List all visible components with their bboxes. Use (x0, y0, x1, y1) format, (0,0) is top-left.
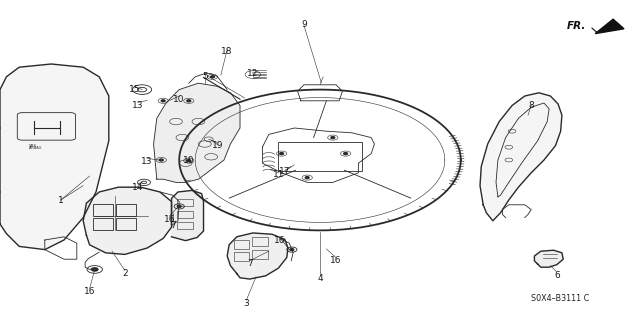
Circle shape (187, 160, 191, 162)
Bar (93, 204, 113, 216)
Polygon shape (227, 233, 288, 279)
Text: 1: 1 (58, 196, 63, 204)
Text: S0X4–B3111 C: S0X4–B3111 C (531, 294, 589, 303)
Circle shape (211, 76, 214, 78)
Circle shape (161, 100, 165, 102)
Bar (177, 199, 193, 206)
Text: 16: 16 (274, 236, 285, 245)
Bar (177, 211, 193, 218)
Text: 2: 2 (122, 269, 127, 278)
Circle shape (331, 137, 335, 139)
Text: 7: 7 (247, 260, 252, 268)
Circle shape (159, 159, 163, 161)
Text: 5: 5 (202, 72, 207, 81)
Polygon shape (534, 250, 563, 267)
Text: 16: 16 (330, 256, 342, 265)
Bar (252, 237, 268, 246)
Circle shape (187, 100, 191, 102)
Text: AIRBAG: AIRBAG (29, 146, 42, 150)
Text: 16: 16 (84, 287, 95, 296)
Polygon shape (595, 19, 624, 34)
Text: SRS: SRS (29, 144, 37, 148)
Text: 14: 14 (132, 183, 143, 192)
Text: FR.: FR. (566, 21, 586, 31)
Circle shape (280, 153, 284, 155)
Text: 12: 12 (247, 69, 259, 78)
Circle shape (305, 177, 309, 179)
Bar (116, 204, 136, 216)
Bar (93, 218, 113, 230)
Text: 17: 17 (279, 167, 291, 176)
Text: 7: 7 (170, 221, 175, 230)
Text: 4: 4 (317, 274, 323, 283)
Text: 18: 18 (221, 47, 233, 56)
Circle shape (177, 205, 181, 207)
Text: 10: 10 (183, 156, 195, 164)
Text: 15: 15 (129, 85, 140, 94)
Bar (234, 252, 249, 261)
Bar (177, 222, 193, 229)
Polygon shape (0, 64, 109, 250)
Text: 9: 9 (301, 20, 307, 28)
Circle shape (290, 249, 294, 251)
Polygon shape (172, 190, 204, 241)
Text: 13: 13 (132, 101, 143, 110)
Text: 10: 10 (173, 95, 185, 104)
Polygon shape (154, 83, 240, 182)
Text: 8: 8 (529, 101, 534, 110)
Bar (116, 218, 136, 230)
Text: 13: 13 (141, 157, 153, 166)
Text: 11: 11 (273, 170, 284, 179)
Text: 19: 19 (212, 141, 223, 150)
Bar (278, 142, 362, 171)
Polygon shape (480, 93, 562, 221)
Text: 6: 6 (554, 271, 559, 280)
Bar (234, 240, 249, 249)
Text: 16: 16 (164, 215, 175, 224)
Text: 3: 3 (244, 299, 249, 308)
Bar (252, 250, 268, 259)
Circle shape (344, 153, 348, 155)
Circle shape (92, 268, 98, 271)
Polygon shape (83, 187, 172, 254)
